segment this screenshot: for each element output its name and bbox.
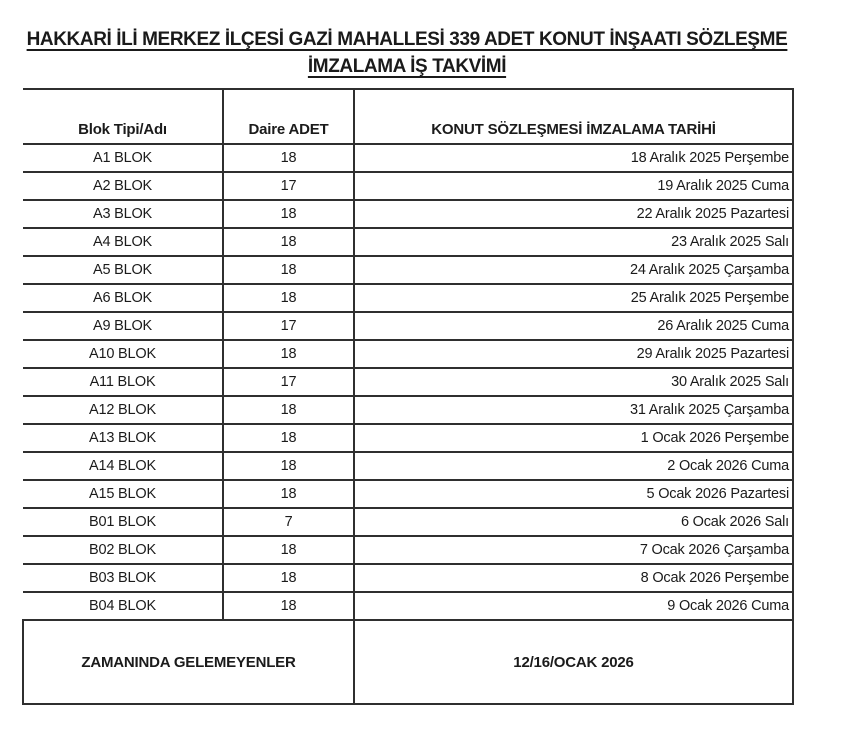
- table-row: A9 BLOK 17 26 Aralık 2025 Cuma: [23, 312, 794, 341]
- date-cell: 1 Ocak 2026 Perşembe: [354, 424, 794, 453]
- date-cell: 8 Ocak 2026 Perşembe: [354, 564, 794, 593]
- unit-count-cell: 18: [223, 284, 355, 313]
- unit-count-cell: 18: [223, 396, 355, 425]
- unit-count-cell: 7: [223, 508, 355, 537]
- date-cell: 23 Aralık 2025 Salı: [354, 228, 794, 257]
- table-row: A11 BLOK 17 30 Aralık 2025 Salı: [23, 368, 794, 397]
- unit-count-cell: 18: [223, 480, 355, 509]
- unit-count-cell: 18: [223, 592, 355, 621]
- table-row: A3 BLOK 18 22 Aralık 2025 Pazartesi: [23, 200, 794, 229]
- table-row: A2 BLOK 17 19 Aralık 2025 Cuma: [23, 172, 794, 201]
- date-cell: 5 Ocak 2026 Pazartesi: [354, 480, 794, 509]
- unit-count-cell: 18: [223, 536, 355, 565]
- table-row: A5 BLOK 18 24 Aralık 2025 Çarşamba: [23, 256, 794, 285]
- block-name-cell: B01 BLOK: [23, 508, 224, 537]
- date-cell: 29 Aralık 2025 Pazartesi: [354, 340, 794, 369]
- contract-schedule-table: Blok Tipi/Adı Daire ADET KONUT SÖZLEŞMES…: [22, 88, 794, 705]
- date-cell: 9 Ocak 2026 Cuma: [354, 592, 794, 621]
- table-row: A1 BLOK 18 18 Aralık 2025 Perşembe: [23, 144, 794, 173]
- unit-count-cell: 18: [223, 564, 355, 593]
- date-cell: 30 Aralık 2025 Salı: [354, 368, 794, 397]
- unit-count-cell: 18: [223, 200, 355, 229]
- latecomers-date: 12/16/OCAK 2026: [354, 620, 794, 705]
- table-row: A6 BLOK 18 25 Aralık 2025 Perşembe: [23, 284, 794, 313]
- block-name-cell: A10 BLOK: [23, 340, 224, 369]
- date-cell: 6 Ocak 2026 Salı: [354, 508, 794, 537]
- unit-count-cell: 18: [223, 256, 355, 285]
- unit-count-cell: 18: [223, 452, 355, 481]
- table-row: A13 BLOK 18 1 Ocak 2026 Perşembe: [23, 424, 794, 453]
- latecomers-label: ZAMANINDA GELEMEYENLER: [22, 620, 355, 705]
- date-cell: 22 Aralık 2025 Pazartesi: [354, 200, 794, 229]
- date-cell: 2 Ocak 2026 Cuma: [354, 452, 794, 481]
- block-name-cell: A3 BLOK: [23, 200, 224, 229]
- header-unit-count: Daire ADET: [223, 88, 355, 145]
- block-name-cell: A1 BLOK: [23, 144, 224, 173]
- block-name-cell: A14 BLOK: [23, 452, 224, 481]
- date-cell: 24 Aralık 2025 Çarşamba: [354, 256, 794, 285]
- footer-row: ZAMANINDA GELEMEYENLER 12/16/OCAK 2026: [22, 620, 794, 705]
- unit-count-cell: 17: [223, 172, 355, 201]
- unit-count-cell: 18: [223, 340, 355, 369]
- block-name-cell: A2 BLOK: [23, 172, 224, 201]
- date-cell: 31 Aralık 2025 Çarşamba: [354, 396, 794, 425]
- block-name-cell: A6 BLOK: [23, 284, 224, 313]
- unit-count-cell: 18: [223, 424, 355, 453]
- block-name-cell: A15 BLOK: [23, 480, 224, 509]
- document-title: HAKKARİ İLİ MERKEZ İLÇESİ GAZİ MAHALLESİ…: [22, 26, 792, 80]
- block-name-cell: A11 BLOK: [23, 368, 224, 397]
- block-name-cell: A4 BLOK: [23, 228, 224, 257]
- block-name-cell: B04 BLOK: [23, 592, 224, 621]
- date-cell: 7 Ocak 2026 Çarşamba: [354, 536, 794, 565]
- table-row: A15 BLOK 18 5 Ocak 2026 Pazartesi: [23, 480, 794, 509]
- title-line-2: İMZALAMA İŞ TAKVİMİ: [307, 56, 507, 77]
- unit-count-cell: 18: [223, 228, 355, 257]
- unit-count-cell: 18: [223, 144, 355, 173]
- date-cell: 19 Aralık 2025 Cuma: [354, 172, 794, 201]
- unit-count-cell: 17: [223, 368, 355, 397]
- table-row: B03 BLOK 18 8 Ocak 2026 Perşembe: [23, 564, 794, 593]
- unit-count-cell: 17: [223, 312, 355, 341]
- date-cell: 18 Aralık 2025 Perşembe: [354, 144, 794, 173]
- title-line-1: HAKKARİ İLİ MERKEZ İLÇESİ GAZİ MAHALLESİ…: [26, 29, 788, 50]
- block-name-cell: A9 BLOK: [23, 312, 224, 341]
- header-row: Blok Tipi/Adı Daire ADET KONUT SÖZLEŞMES…: [23, 88, 794, 145]
- date-cell: 26 Aralık 2025 Cuma: [354, 312, 794, 341]
- header-signing-date: KONUT SÖZLEŞMESİ İMZALAMA TARİHİ: [354, 88, 794, 145]
- table-row: A10 BLOK 18 29 Aralık 2025 Pazartesi: [23, 340, 794, 369]
- table-row: B04 BLOK 18 9 Ocak 2026 Cuma: [23, 592, 794, 621]
- block-name-cell: A5 BLOK: [23, 256, 224, 285]
- table-row: A12 BLOK 18 31 Aralık 2025 Çarşamba: [23, 396, 794, 425]
- header-block-type: Blok Tipi/Adı: [23, 88, 224, 145]
- block-name-cell: A12 BLOK: [23, 396, 224, 425]
- table-row: B02 BLOK 18 7 Ocak 2026 Çarşamba: [23, 536, 794, 565]
- date-cell: 25 Aralık 2025 Perşembe: [354, 284, 794, 313]
- table-row: A14 BLOK 18 2 Ocak 2026 Cuma: [23, 452, 794, 481]
- table-row: B01 BLOK 7 6 Ocak 2026 Salı: [23, 508, 794, 537]
- block-name-cell: A13 BLOK: [23, 424, 224, 453]
- block-name-cell: B03 BLOK: [23, 564, 224, 593]
- block-name-cell: B02 BLOK: [23, 536, 224, 565]
- table-row: A4 BLOK 18 23 Aralık 2025 Salı: [23, 228, 794, 257]
